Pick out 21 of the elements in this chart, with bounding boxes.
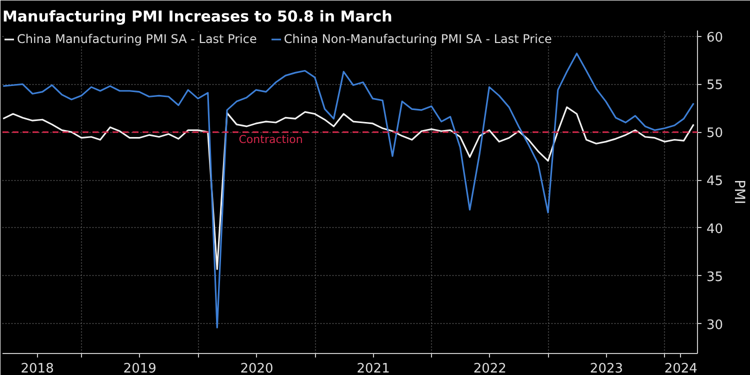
y-tick-label: 55 (706, 78, 724, 94)
x-tick-label: 2018 (20, 362, 54, 375)
y-tick-label: 30 (706, 318, 724, 333)
y-axis-title: PMI (731, 180, 748, 204)
x-tick-label: 2022 (473, 362, 506, 375)
x-tick-label: 2020 (240, 362, 274, 375)
x-tick-label: 2019 (123, 362, 156, 375)
legend-label: China Non-Manufacturing PMI SA - Last Price (284, 32, 552, 46)
line-series (2, 106, 694, 270)
chart-title: Manufacturing PMI Increases to 50.8 in March (2, 8, 392, 26)
y-tick-label: 35 (706, 270, 724, 285)
legend-label: China Manufacturing PMI SA - Last Price (17, 32, 257, 46)
y-tick-label: 60 (706, 30, 724, 46)
x-tick-label: 2023 (590, 362, 624, 375)
x-tick-label: 2021 (356, 362, 390, 375)
line-series (2, 52, 694, 328)
x-tick-label: 2024 (664, 362, 698, 375)
y-tick-label: 45 (706, 174, 724, 190)
y-tick-label: 40 (706, 222, 724, 237)
y-tick-label: 50 (706, 126, 724, 142)
ref-line-label: Contraction (238, 133, 303, 146)
